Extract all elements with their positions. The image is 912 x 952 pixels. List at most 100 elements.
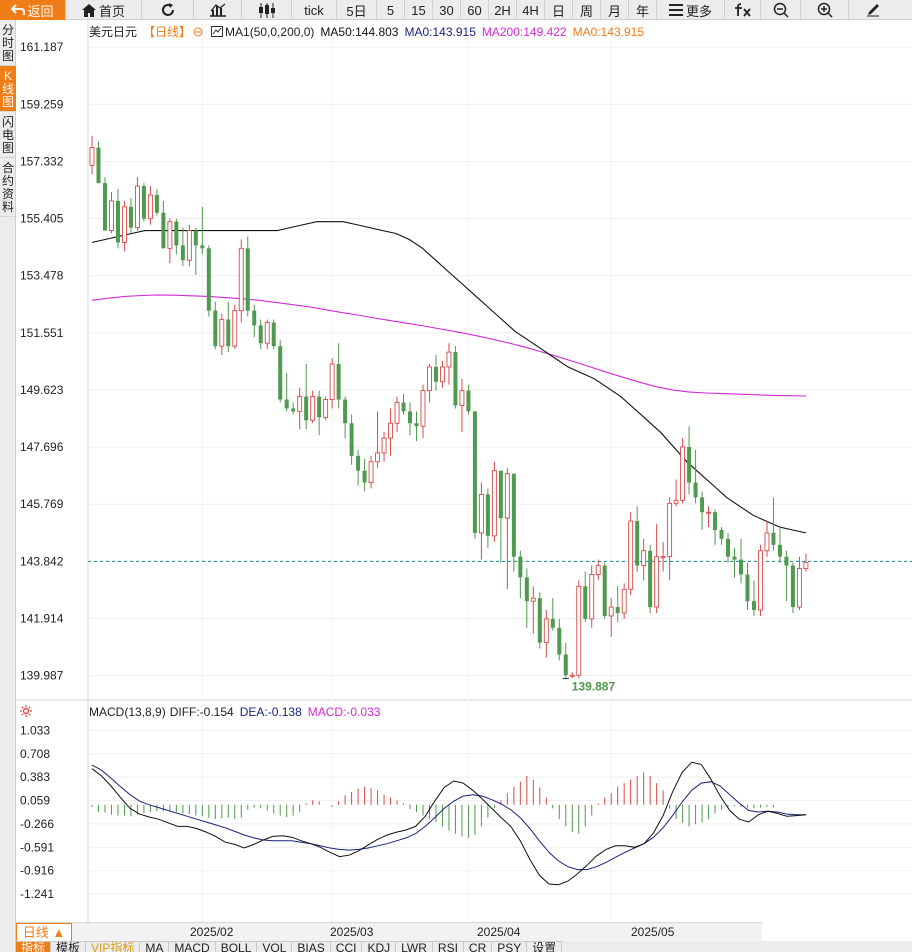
tab-cci[interactable]: CCI <box>330 941 363 952</box>
tab-templates[interactable]: 模板 <box>51 941 87 952</box>
candle-body <box>453 352 458 406</box>
candle-body <box>141 186 146 219</box>
chart-type-button[interactable] <box>194 0 242 20</box>
period-15min[interactable]: 15 <box>405 0 433 20</box>
refresh-button[interactable] <box>142 0 194 20</box>
period-day[interactable]: 日 <box>545 0 573 20</box>
period-week[interactable]: 周 <box>573 0 601 20</box>
candle-body <box>602 565 607 616</box>
candle-body <box>446 351 452 368</box>
candle <box>96 141 101 184</box>
macd-layer <box>91 761 806 886</box>
candle-body <box>557 627 562 655</box>
candle <box>758 544 763 616</box>
formula-button[interactable] <box>725 0 761 20</box>
candle-body <box>796 568 802 608</box>
candle <box>362 458 367 492</box>
tab-vol[interactable]: VOL <box>257 941 293 952</box>
sidebar-tab-lightning[interactable]: 闪电图 <box>0 112 16 158</box>
candle <box>576 580 582 679</box>
macd-dea-line <box>91 764 806 871</box>
candle-body <box>343 399 348 424</box>
candle-body <box>284 399 289 409</box>
ma-settings[interactable]: MA1(50,0,200,0) <box>225 24 315 39</box>
candle-body <box>764 532 770 552</box>
tab-kdj[interactable]: KDJ <box>362 941 397 952</box>
candle-body <box>563 654 568 676</box>
price-tick-label: 141.914 <box>20 612 64 626</box>
period-5min[interactable]: 5 <box>377 0 405 20</box>
candle <box>771 497 776 551</box>
period-30min[interactable]: 30 <box>433 0 461 20</box>
candle-body <box>719 529 724 539</box>
tab-vip-indicators[interactable]: VIP指标 <box>86 941 141 952</box>
draw-button[interactable] <box>849 0 897 20</box>
tab-settings[interactable]: 设置 <box>527 941 563 952</box>
tab-macd[interactable]: MACD <box>169 941 216 952</box>
candle <box>518 550 523 599</box>
sidebar-tab-timeshare[interactable]: 分时图 <box>0 20 16 66</box>
tab-boll[interactable]: BOLL <box>215 941 258 952</box>
ma50-line <box>91 221 807 534</box>
tab-rsi[interactable]: RSI <box>432 941 464 952</box>
candle <box>550 598 555 631</box>
tab-lwr[interactable]: LWR <box>396 941 433 952</box>
candle-body <box>440 366 445 383</box>
candle <box>219 313 225 356</box>
zoom-in-button[interactable] <box>801 0 849 20</box>
candle <box>524 568 529 628</box>
candle-body <box>485 494 490 536</box>
period-4h[interactable]: 4H <box>517 0 545 20</box>
candle-body <box>252 310 257 326</box>
candle <box>264 319 270 350</box>
candle <box>459 378 465 433</box>
tab-bias[interactable]: BIAS <box>292 941 331 952</box>
macd-macd-value: MACD:-0.033 <box>307 705 381 719</box>
candle <box>602 562 607 619</box>
candle-body <box>115 200 120 243</box>
candlestick-icon <box>258 2 275 18</box>
settings-circle-icon[interactable] <box>193 27 203 37</box>
candle-body <box>537 598 542 643</box>
candle <box>796 556 802 611</box>
tab-cr[interactable]: CR <box>463 941 493 952</box>
tab-indicators[interactable]: 指标 <box>16 941 52 952</box>
symbol-name: 美元日元 <box>89 25 138 39</box>
candle <box>511 473 516 572</box>
candle-style-button[interactable] <box>242 0 292 20</box>
sidebar-tab-contract-info[interactable]: 合约资料 <box>0 158 16 217</box>
period-2h[interactable]: 2H <box>489 0 517 20</box>
period-selector-button[interactable]: 日线 ▲ <box>16 923 72 942</box>
top-toolbar: 返回 首页 tick 5日 5 15 30 60 2H 4H 日 周 月 年 更… <box>0 0 912 20</box>
candle-body <box>790 565 795 608</box>
tab-psy[interactable]: PSY <box>492 941 528 952</box>
date-label-feb: 2025/02 <box>190 925 234 939</box>
more-button[interactable]: 更多 <box>657 0 725 20</box>
period-month[interactable]: 月 <box>601 0 629 20</box>
candle <box>557 618 562 661</box>
candle-body <box>317 396 322 418</box>
candle <box>297 387 303 430</box>
chart-mini-icon[interactable] <box>211 26 224 37</box>
zoom-out-button[interactable] <box>761 0 801 20</box>
period-5day[interactable]: 5日 <box>337 0 377 20</box>
candle <box>427 363 432 403</box>
back-button[interactable]: 返回 <box>0 0 66 20</box>
tick-button[interactable]: tick <box>292 0 337 20</box>
candle <box>641 538 647 581</box>
candle-body <box>433 366 438 382</box>
macd-settings-icon[interactable] <box>20 705 32 717</box>
tab-ma[interactable]: MA <box>140 941 170 952</box>
indicator-tabs: 指标 模板 VIP指标 MA MACD BOLL VOL BIAS CCI KD… <box>16 941 912 952</box>
period-tag[interactable]: 【日线】 <box>143 25 192 39</box>
candle <box>706 506 711 528</box>
chart-canvas[interactable]: 161.187 159.259 157.332 155.405 153.478 151.5… <box>16 20 912 922</box>
home-button[interactable]: 首页 <box>66 0 142 20</box>
candle <box>180 227 185 267</box>
candle-body <box>323 399 329 418</box>
period-year[interactable]: 年 <box>629 0 657 20</box>
period-60min[interactable]: 60 <box>461 0 489 20</box>
sidebar-tab-kline[interactable]: K线图 <box>0 66 16 112</box>
candle <box>329 358 335 409</box>
chart-area: 161.187 159.259 157.332 155.405 153.478 151.5… <box>16 20 912 932</box>
